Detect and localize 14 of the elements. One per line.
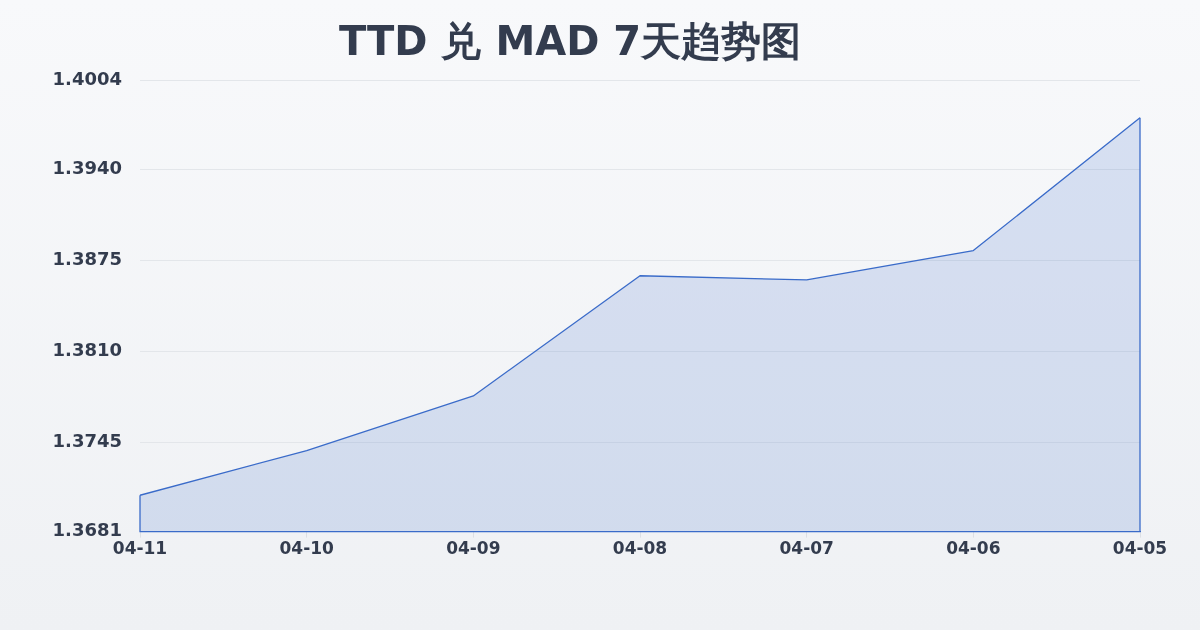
y-tick-label: 1.3940: [52, 157, 122, 179]
x-tick-label: 04-05: [1112, 538, 1168, 559]
y-tick-label: 1.3681: [52, 519, 122, 541]
y-tick-label: 1.3810: [52, 338, 122, 360]
x-tick-label: 04-06: [946, 538, 1001, 559]
x-tick-label: 04-09: [446, 538, 501, 559]
y-tick-label: 1.4004: [52, 67, 122, 89]
chart-title: TTD 兑 MAD 7天趋势图: [338, 18, 802, 65]
x-tick-label: 04-11: [112, 538, 168, 559]
y-tick-label: 1.3875: [52, 248, 122, 270]
y-tick-label: 1.3745: [52, 429, 122, 451]
x-tick-label: 04-07: [779, 538, 834, 559]
x-tick-label: 04-08: [612, 538, 668, 559]
x-tick-label: 04-10: [279, 538, 335, 559]
